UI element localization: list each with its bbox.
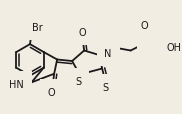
Text: O: O: [140, 21, 148, 31]
Text: S: S: [75, 77, 81, 87]
Text: O: O: [47, 87, 55, 97]
Text: S: S: [103, 82, 109, 92]
Text: HN: HN: [9, 79, 24, 89]
Text: OH: OH: [167, 43, 182, 53]
Text: O: O: [79, 28, 86, 38]
Text: N: N: [104, 49, 112, 59]
Text: Br: Br: [32, 23, 43, 33]
